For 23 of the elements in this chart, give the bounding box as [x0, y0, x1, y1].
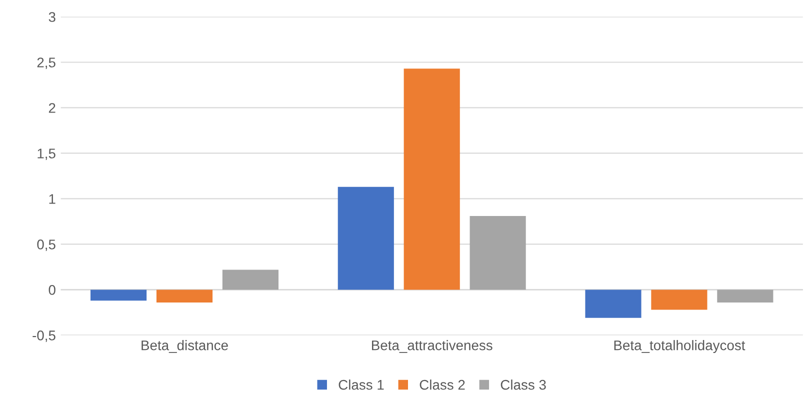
legend-label: Class 1 — [338, 380, 384, 390]
bar — [470, 216, 526, 290]
bar — [156, 290, 213, 302]
legend-label: Class 2 — [420, 380, 465, 390]
y-tick-label: 3 — [48, 12, 56, 22]
y-tick-label: 2 — [48, 103, 56, 113]
y-tick-label: 1,5 — [38, 148, 56, 160]
y-tick-label: -0,5 — [32, 330, 56, 342]
y-tick-label: 2,5 — [37, 58, 56, 70]
y-tick-label: 0,5 — [37, 240, 56, 252]
bar — [404, 68, 460, 290]
bar — [717, 290, 774, 302]
legend-label: Class 3 — [500, 380, 546, 390]
x-tick-label: Beta_totalholidaycost — [614, 340, 746, 354]
y-tick-label: 1 — [49, 194, 56, 204]
bar — [90, 290, 147, 301]
y-tick-label: 0 — [48, 285, 56, 295]
bar — [651, 290, 708, 310]
bar — [585, 290, 642, 318]
bar — [222, 270, 278, 290]
x-tick-label: Beta_attractiveness — [372, 340, 492, 353]
bar — [338, 186, 394, 290]
x-tick-label: Beta_distance — [142, 340, 228, 353]
